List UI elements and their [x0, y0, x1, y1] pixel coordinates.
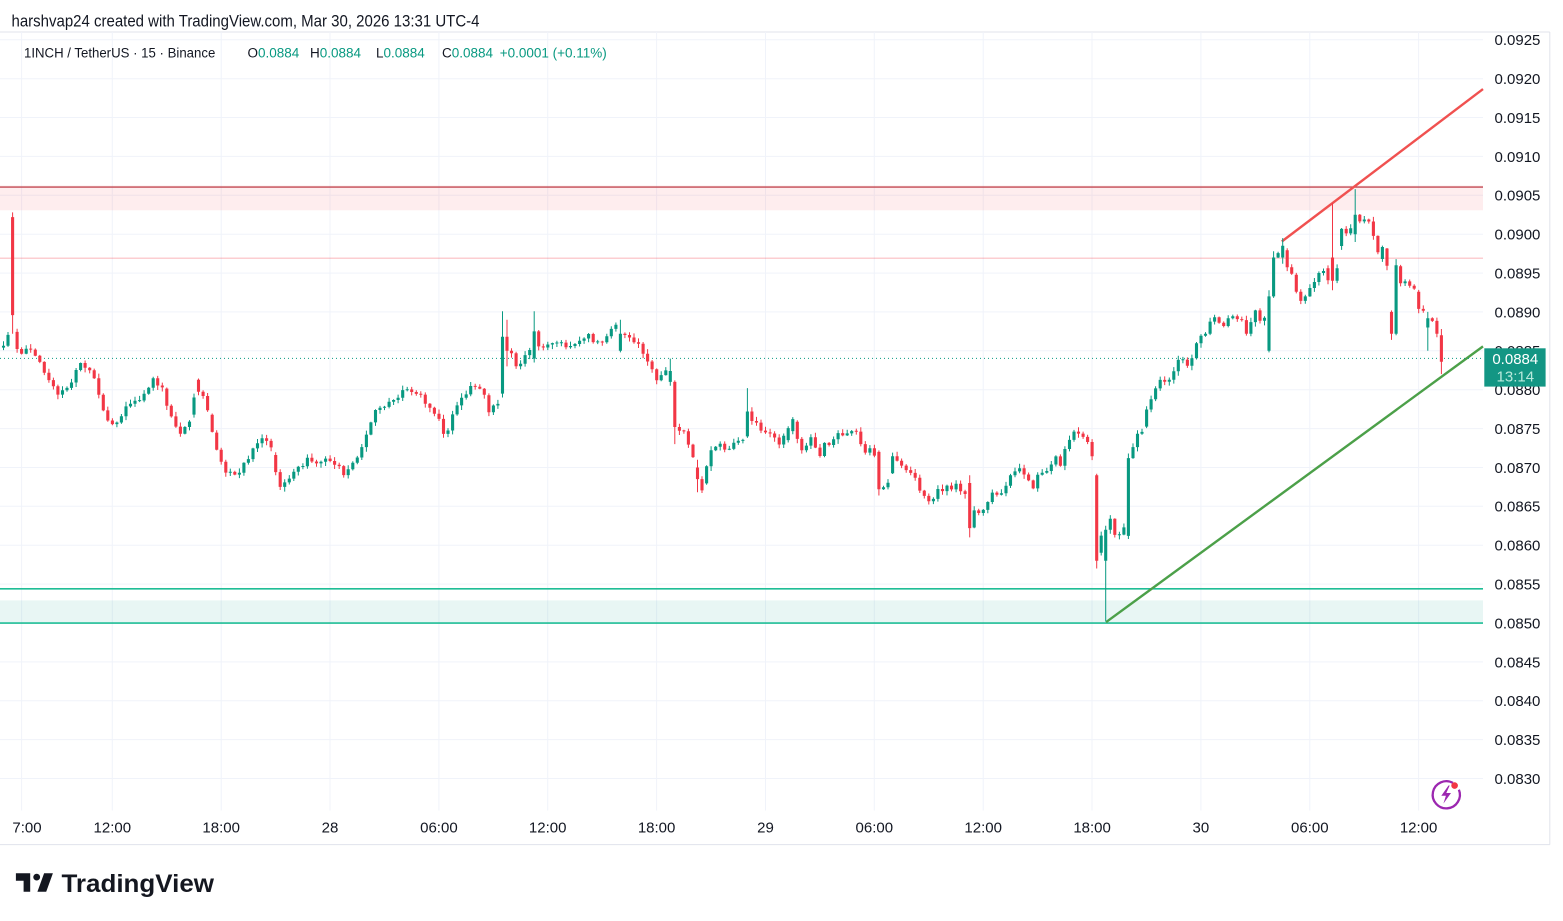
svg-text:12:00: 12:00 [94, 820, 132, 837]
svg-text:TradingView: TradingView [62, 870, 215, 898]
svg-text:0.0845: 0.0845 [1495, 654, 1541, 671]
svg-text:0.0915: 0.0915 [1495, 110, 1541, 127]
svg-text:28: 28 [322, 820, 339, 837]
svg-text:L0.0884: L0.0884 [376, 46, 425, 61]
svg-text:18:00: 18:00 [638, 820, 676, 837]
svg-text:0.0830: 0.0830 [1495, 771, 1541, 788]
svg-text:12:00: 12:00 [529, 820, 567, 837]
svg-text:C0.0884: C0.0884 [442, 46, 494, 61]
svg-text:12:00: 12:00 [1400, 820, 1438, 837]
svg-text:0.0905: 0.0905 [1495, 188, 1541, 205]
svg-text:0.0890: 0.0890 [1495, 304, 1541, 321]
svg-text:0.0895: 0.0895 [1495, 266, 1541, 283]
svg-text:0.0840: 0.0840 [1495, 693, 1541, 710]
svg-text:06:00: 06:00 [856, 820, 894, 837]
svg-text:0.0875: 0.0875 [1495, 421, 1541, 438]
svg-text:7:00: 7:00 [12, 820, 41, 837]
svg-text:+0.0001 (+0.11%): +0.0001 (+0.11%) [500, 46, 607, 61]
svg-text:06:00: 06:00 [1291, 820, 1329, 837]
svg-text:12:00: 12:00 [964, 820, 1002, 837]
svg-text:0.0870: 0.0870 [1495, 460, 1541, 477]
svg-text:18:00: 18:00 [1073, 820, 1111, 837]
svg-text:O0.0884: O0.0884 [248, 46, 300, 61]
svg-text:06:00: 06:00 [420, 820, 458, 837]
svg-text:0.0865: 0.0865 [1495, 499, 1541, 516]
svg-text:18:00: 18:00 [202, 820, 240, 837]
svg-text:1INCH / TetherUS · 15 · Binanc: 1INCH / TetherUS · 15 · Binance [24, 46, 215, 61]
svg-text:13:14: 13:14 [1497, 368, 1535, 385]
svg-text:harshvap24 created with Tradin: harshvap24 created with TradingView.com,… [12, 12, 480, 31]
svg-text:0.0860: 0.0860 [1495, 538, 1541, 555]
svg-text:29: 29 [757, 820, 774, 837]
svg-text:H0.0884: H0.0884 [310, 46, 362, 61]
svg-text:30: 30 [1193, 820, 1210, 837]
svg-text:0.0850: 0.0850 [1495, 615, 1541, 632]
svg-text:0.0920: 0.0920 [1495, 71, 1541, 88]
svg-text:0.0835: 0.0835 [1495, 732, 1541, 749]
svg-text:0.0925: 0.0925 [1495, 32, 1541, 49]
svg-text:0.0855: 0.0855 [1495, 577, 1541, 594]
svg-text:0.0910: 0.0910 [1495, 149, 1541, 166]
svg-text:0.0884: 0.0884 [1492, 351, 1538, 368]
svg-text:0.0900: 0.0900 [1495, 227, 1541, 244]
